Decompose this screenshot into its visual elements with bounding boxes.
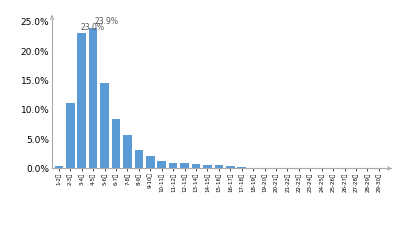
Bar bbox=[89, 28, 98, 168]
Bar bbox=[203, 165, 212, 168]
Bar bbox=[226, 165, 234, 168]
Bar bbox=[192, 164, 200, 168]
Bar bbox=[54, 166, 63, 168]
Bar bbox=[238, 167, 246, 168]
Bar bbox=[66, 103, 74, 168]
Bar bbox=[180, 163, 189, 168]
Text: 23.0%: 23.0% bbox=[80, 23, 104, 32]
Bar bbox=[169, 163, 178, 168]
Text: 23.9%: 23.9% bbox=[94, 17, 118, 26]
Bar bbox=[158, 161, 166, 168]
Bar bbox=[134, 150, 143, 168]
Bar bbox=[214, 165, 223, 168]
Bar bbox=[112, 119, 120, 168]
Bar bbox=[78, 33, 86, 168]
Bar bbox=[123, 135, 132, 168]
Bar bbox=[146, 156, 154, 168]
Bar bbox=[100, 83, 109, 168]
